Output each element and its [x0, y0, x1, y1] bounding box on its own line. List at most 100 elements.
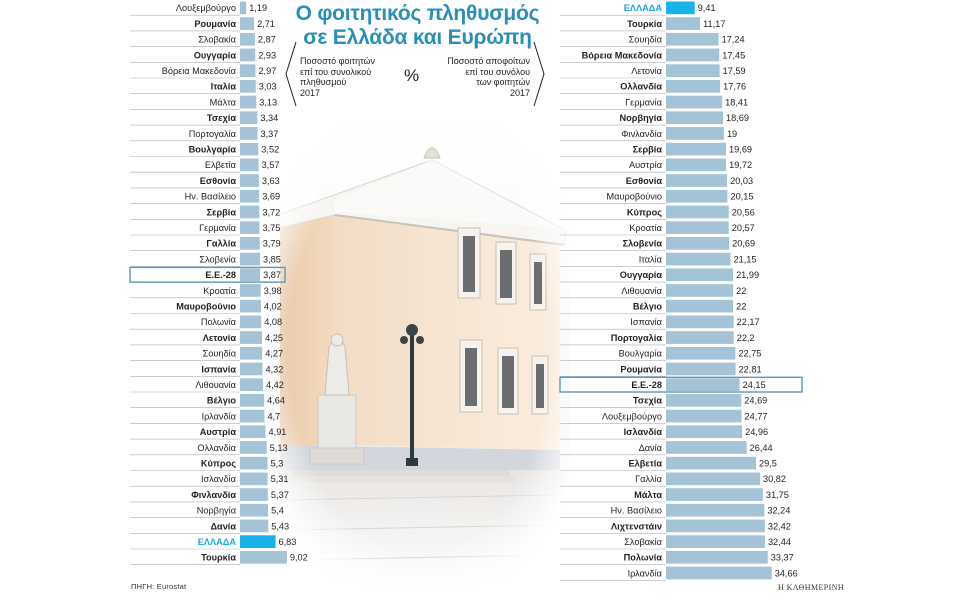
bar — [666, 346, 736, 360]
category-label: Πολωνία — [624, 553, 663, 563]
bar-row: Ελβετία 3,57 — [130, 158, 280, 173]
category-label: Νορβηγία — [620, 113, 663, 123]
bar-row: Λουξεμβούργο 1,19 — [130, 1, 267, 16]
value-label: 20,15 — [730, 192, 753, 202]
category-label: Ρουμανία — [620, 364, 662, 374]
bar — [666, 488, 763, 501]
value-label: 3,63 — [262, 176, 280, 186]
category-label: Πορτογαλία — [189, 129, 237, 139]
bar — [666, 127, 724, 140]
category-label: ΕΛΛΑΔΑ — [624, 3, 663, 13]
bar-row: Ολλανδία 5,13 — [130, 441, 288, 456]
bar — [240, 362, 263, 376]
value-label: 30,82 — [763, 474, 786, 484]
value-label: 3,34 — [260, 113, 278, 123]
value-label: 4,27 — [265, 349, 283, 359]
value-label: 4,08 — [264, 317, 282, 327]
bar — [666, 299, 734, 313]
category-label: Γερμανία — [199, 223, 237, 233]
value-label: 3,85 — [263, 254, 281, 264]
category-label: Ισλανδία — [201, 474, 237, 484]
value-label: 24,15 — [743, 380, 766, 390]
category-label: Σερβία — [633, 144, 663, 154]
value-label: 22 — [736, 301, 746, 311]
bar — [240, 252, 261, 266]
category-label: Τουρκία — [627, 19, 662, 29]
value-label: 3,57 — [262, 160, 280, 170]
category-label: Ην. Βασίλειο — [611, 506, 662, 516]
value-label: 17,24 — [722, 35, 745, 45]
bar-row: Λιθουανία 4,42 — [130, 378, 284, 393]
category-label: Βέλγιο — [633, 301, 663, 311]
bar — [240, 472, 268, 486]
category-label: Βουλγαρία — [189, 144, 237, 154]
bar-row: Αυστρία 4,91 — [130, 425, 286, 440]
category-label: Ιταλία — [211, 82, 237, 92]
bar-row: Γαλλία 30,82 — [560, 472, 786, 487]
category-label: Σλοβακία — [198, 35, 236, 45]
bar — [240, 519, 269, 533]
bar-row: Ην. Βασίλειο 3,69 — [130, 189, 280, 204]
category-label: Τουρκία — [201, 553, 236, 563]
category-label: Κύπρος — [201, 458, 236, 468]
bar — [240, 331, 263, 344]
subtitle-left-line: Ποσοστό φοιτητών — [300, 56, 376, 66]
value-label: 20,57 — [732, 223, 755, 233]
bar — [240, 32, 255, 46]
bar-row: Βουλγαρία 3,52 — [130, 142, 279, 157]
bar — [240, 174, 259, 187]
bar — [240, 456, 268, 470]
category-label: Λετονία — [631, 66, 662, 76]
bar-row: Λουξεμβούργο 24,77 — [560, 409, 768, 424]
bar-row: Αυστρία 19,72 — [560, 158, 752, 173]
category-label: Αυστρία — [629, 160, 663, 170]
bar — [666, 95, 723, 109]
category-label: Σλοβενία — [623, 239, 663, 249]
bar-row: Νορβηγία 5,4 — [130, 503, 284, 518]
bar-row: Εσθονία 20,03 — [560, 174, 753, 189]
category-label: Λιχτενστάιν — [611, 521, 662, 531]
bar-row: Σλοβακία 32,44 — [560, 535, 791, 550]
category-label: Ουγγαρία — [620, 270, 663, 280]
value-label: 2,93 — [258, 50, 276, 60]
category-label: Τσεχία — [207, 113, 236, 123]
value-label: 3,37 — [261, 129, 279, 139]
value-label: 2,71 — [257, 19, 275, 29]
subtitle-right-line: των φοιτητών — [476, 77, 530, 87]
bar — [240, 95, 257, 109]
bar-row: Πορτογαλία 3,37 — [130, 127, 279, 142]
category-label: Ε.Ε.-28 — [631, 380, 662, 390]
source-note: ΠΗΓΗ: Eurostat — [131, 582, 187, 591]
bar — [666, 315, 734, 329]
bar — [240, 1, 247, 15]
bar-row: Ιταλία 21,15 — [560, 252, 757, 267]
value-label: 5,43 — [271, 521, 289, 531]
bar — [666, 205, 729, 219]
value-label: 3,75 — [263, 223, 281, 233]
category-label: Μαυροβούνιο — [607, 192, 663, 202]
bar-row: Ρουμανία 22,81 — [560, 362, 762, 377]
bar — [666, 441, 747, 454]
value-label: 3,87 — [263, 270, 281, 280]
category-label: Ρουμανία — [194, 19, 236, 29]
value-label: 19 — [727, 129, 737, 139]
bar-row: Ισπανία 4,32 — [130, 362, 283, 377]
building-photo — [262, 100, 578, 595]
category-label: Νορβηγία — [197, 506, 237, 516]
value-label: 17,76 — [723, 82, 746, 92]
value-label: 22,17 — [737, 317, 760, 327]
value-label: 3,52 — [261, 144, 279, 154]
bar-row: Λιχτενστάιν 32,42 — [560, 519, 791, 534]
bar — [240, 48, 256, 62]
bar — [240, 551, 287, 564]
publisher-logo: Η ΚΑΘΗΜΕΡΙΝΗ — [778, 583, 845, 592]
bar-row: Φινλανδία 19 — [560, 127, 737, 142]
category-label: Κύπρος — [627, 207, 662, 217]
value-label: 6,83 — [279, 537, 297, 547]
bar — [240, 315, 262, 329]
bar-row: Σερβία 19,69 — [560, 142, 752, 157]
bar — [666, 64, 720, 77]
bar — [666, 551, 768, 564]
value-label: 3,98 — [264, 286, 282, 296]
category-label: ΕΛΛΑΔΑ — [198, 537, 237, 547]
